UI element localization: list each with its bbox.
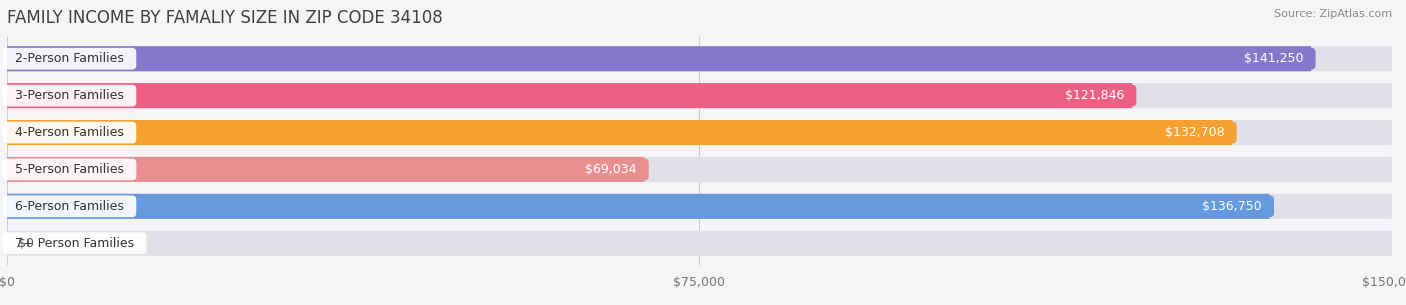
Text: $132,708: $132,708 bbox=[1157, 126, 1232, 139]
FancyBboxPatch shape bbox=[7, 157, 1392, 182]
FancyBboxPatch shape bbox=[7, 83, 1132, 108]
Text: 3-Person Families: 3-Person Families bbox=[7, 89, 132, 102]
Text: FAMILY INCOME BY FAMALIY SIZE IN ZIP CODE 34108: FAMILY INCOME BY FAMALIY SIZE IN ZIP COD… bbox=[7, 9, 443, 27]
FancyBboxPatch shape bbox=[7, 46, 1392, 71]
Text: 4-Person Families: 4-Person Families bbox=[7, 126, 132, 139]
Text: $121,846: $121,846 bbox=[1057, 89, 1132, 102]
Text: 6-Person Families: 6-Person Families bbox=[7, 200, 132, 213]
Text: $136,750: $136,750 bbox=[1194, 200, 1270, 213]
FancyBboxPatch shape bbox=[7, 46, 1312, 71]
Text: Source: ZipAtlas.com: Source: ZipAtlas.com bbox=[1274, 9, 1392, 19]
FancyBboxPatch shape bbox=[7, 194, 1270, 219]
Text: $0: $0 bbox=[18, 237, 34, 250]
FancyBboxPatch shape bbox=[7, 231, 1392, 256]
Text: $69,034: $69,034 bbox=[576, 163, 644, 176]
FancyBboxPatch shape bbox=[7, 120, 1392, 145]
FancyBboxPatch shape bbox=[7, 83, 1392, 108]
FancyBboxPatch shape bbox=[7, 120, 1232, 145]
Text: $141,250: $141,250 bbox=[1236, 52, 1312, 65]
Text: 7+ Person Families: 7+ Person Families bbox=[7, 237, 142, 250]
FancyBboxPatch shape bbox=[7, 157, 644, 182]
Text: 2-Person Families: 2-Person Families bbox=[7, 52, 132, 65]
Text: 5-Person Families: 5-Person Families bbox=[7, 163, 132, 176]
FancyBboxPatch shape bbox=[7, 194, 1392, 219]
